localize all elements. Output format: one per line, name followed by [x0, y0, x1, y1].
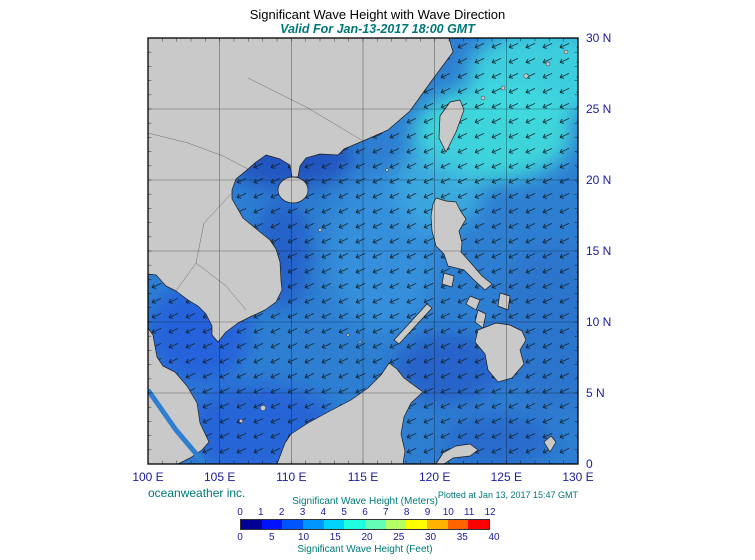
meters-tick: 9	[424, 507, 431, 518]
feet-tick: 15	[329, 532, 341, 543]
lon-label-110e: 110 E	[276, 470, 307, 484]
land-malay-peninsula	[148, 327, 210, 464]
chart-title: Significant Wave Height with Wave Direct…	[249, 7, 506, 22]
lon-label-100e: 100 E	[132, 470, 164, 484]
colorbar-title-meters: Significant Wave Height (Meters)	[292, 496, 438, 507]
plot-timestamp: Plotted at Jan 13, 2017 15:47 GMT	[437, 490, 578, 500]
feet-tick: 40	[488, 532, 500, 543]
lat-label-5n: 5 N	[586, 386, 605, 400]
country-borders	[148, 77, 364, 311]
colorbar-segment	[323, 520, 345, 529]
feet-tick: 10	[297, 532, 310, 543]
colorbar-segment	[468, 520, 490, 529]
land-mindanao	[474, 322, 527, 383]
land-samar	[497, 292, 511, 311]
colorbar-title-feet: Significant Wave Height (Feet)	[297, 544, 433, 555]
meters-tick: 10	[442, 507, 454, 518]
lat-label-10n: 10 N	[586, 315, 612, 329]
grid-lines	[148, 38, 578, 464]
meters-tick: 7	[383, 507, 389, 518]
landmasses	[148, 38, 569, 464]
meters-tick: 4	[320, 507, 327, 518]
meters-tick: 0	[237, 507, 243, 518]
meters-tick: 2	[278, 507, 285, 518]
feet-tick: 0	[237, 532, 243, 543]
small-islands	[238, 49, 569, 424]
lat-label-0: 0	[586, 457, 593, 471]
lon-label-115e: 115 E	[347, 470, 379, 484]
colorbar-segment	[344, 520, 366, 529]
land-hainan	[277, 176, 309, 204]
land-panay	[465, 295, 481, 311]
chart-subtitle: Valid For Jan-13-2017 18:00 GMT	[280, 22, 475, 36]
lon-label-105e: 105 E	[204, 470, 236, 484]
lat-label-30n: 30 N	[586, 31, 612, 45]
land-mindoro	[441, 272, 455, 288]
lon-label-120e: 120 E	[419, 470, 451, 484]
colorbar	[240, 519, 490, 530]
meters-tick: 5	[341, 507, 347, 518]
land-halmahera	[543, 435, 557, 453]
map-frame	[147, 37, 579, 465]
colorbar-segment	[282, 520, 304, 529]
meters-tick: 3	[299, 507, 306, 518]
land-mainland-asia	[148, 38, 454, 343]
colorbar-segment	[365, 520, 386, 529]
meters-tick: 1	[258, 507, 264, 518]
meters-tick: 6	[362, 507, 368, 518]
lon-label-130e: 130 E	[562, 470, 594, 484]
meters-tick: 8	[403, 507, 410, 518]
colorbar-segment	[447, 520, 469, 529]
land-luzon	[430, 197, 493, 291]
lat-label-25n: 25 N	[586, 102, 612, 116]
land-palawan	[393, 303, 433, 345]
wave-height-map	[147, 37, 579, 465]
feet-tick: 20	[361, 532, 373, 543]
land-borneo	[276, 362, 424, 464]
lat-label-15n: 15 N	[586, 244, 612, 258]
feet-tick: 35	[456, 532, 468, 543]
land-taiwan	[438, 99, 465, 153]
oceanweather-credit: oceanweather inc.	[148, 486, 246, 500]
meters-tick: 12	[484, 507, 496, 518]
lon-label-125e: 125 E	[490, 470, 522, 484]
feet-tick: 30	[424, 532, 437, 543]
colorbar-segment	[261, 520, 283, 529]
colorbar-segment	[303, 520, 324, 529]
map-panel	[147, 37, 579, 465]
malacca-strait	[148, 388, 208, 464]
meters-tick: 11	[463, 507, 475, 518]
lat-label-20n: 20 N	[586, 173, 612, 187]
colorbar-legend: Significant Wave Height (Meters) 0 1 2 3…	[237, 496, 499, 558]
colorbar-segment	[406, 520, 428, 529]
feet-tick: 5	[269, 532, 275, 543]
colorbar-segment	[385, 520, 407, 529]
colorbar-segment	[427, 520, 448, 529]
feet-tick: 25	[393, 532, 405, 543]
land-sulawesi	[435, 443, 479, 464]
colorbar-segment	[241, 520, 262, 529]
